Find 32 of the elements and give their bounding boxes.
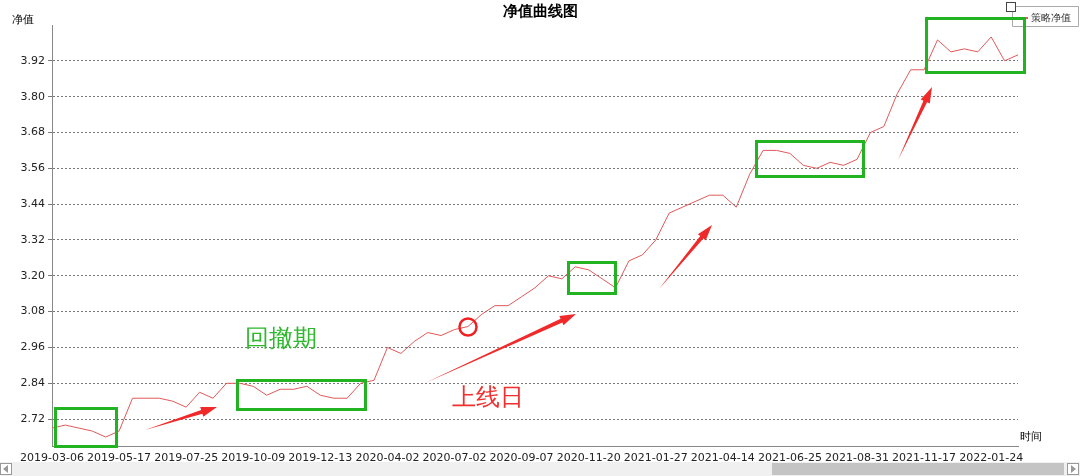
- x-tick-label: 2021-04-14: [690, 451, 755, 465]
- x-tick-label: 2019-12-13: [288, 451, 353, 465]
- x-tick-label: 2019-05-17: [87, 451, 152, 465]
- y-tick-label: 3.92: [20, 53, 45, 67]
- x-tick-label: 2021-08-31: [825, 451, 889, 465]
- y-tick-label: 3.32: [20, 232, 45, 246]
- y-tick-label: 3.44: [20, 197, 45, 211]
- x-tick-label: 2019-10-09: [221, 451, 286, 465]
- y-tick-label: 3.68: [20, 125, 45, 139]
- x-axis-title: 时间: [1020, 429, 1042, 443]
- x-tick-label: 2020-04-02: [355, 451, 420, 465]
- y-tick-label: 3.56: [20, 161, 45, 175]
- y-tick-label: 2.72: [20, 411, 45, 425]
- x-tick-label: 2021-01-27: [623, 451, 688, 465]
- y-tick-label: 2.96: [20, 340, 45, 354]
- y-tick-label: 3.08: [20, 304, 45, 318]
- x-tick-label: 2020-07-02: [422, 451, 487, 465]
- x-tick-label: 2022-01-24: [959, 451, 1024, 465]
- x-tick-label: 2020-11-20: [556, 451, 621, 465]
- x-tick-label: 2021-06-25: [757, 451, 822, 465]
- annotation: 回撤期: [245, 324, 317, 353]
- x-tick-label: 2019-07-25: [154, 451, 219, 465]
- x-tick-label: 2019-03-06: [20, 451, 84, 465]
- annotation: 上线日: [452, 383, 524, 412]
- x-tick-label: 2020-09-07: [489, 451, 554, 465]
- legend-label: 策略净值: [1031, 11, 1071, 23]
- y-tick-label: 3.80: [20, 89, 45, 103]
- y-tick-label: 2.84: [20, 376, 45, 390]
- y-tick-label: 3.20: [20, 268, 45, 282]
- chart-title: 净值曲线图: [502, 1, 578, 20]
- y-axis-title: 净值: [12, 12, 34, 26]
- x-tick-label: 2021-11-17: [892, 451, 957, 465]
